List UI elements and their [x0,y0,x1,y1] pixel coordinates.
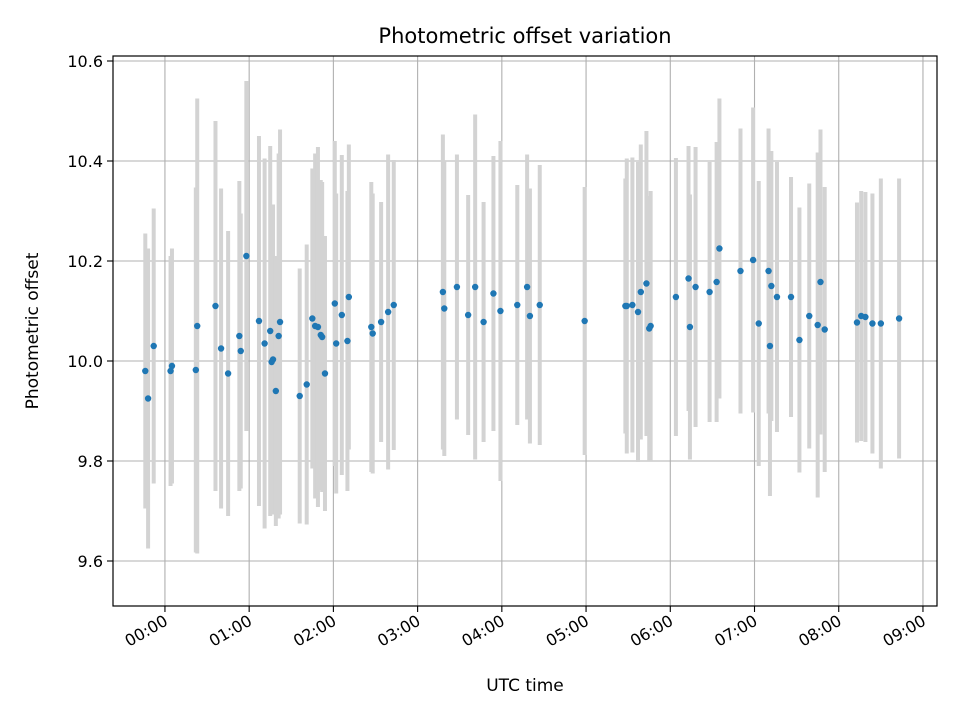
data-point [272,387,280,395]
data-point [464,311,472,319]
data-point [167,367,174,375]
data-point [261,340,268,347]
data-point [814,321,821,329]
data-point [269,356,277,363]
data-point [384,308,392,316]
data-point [480,318,487,326]
data-point [243,252,250,260]
data-point [369,330,376,337]
chart-title: Photometric offset variation [378,24,671,48]
data-point [765,267,772,275]
data-point [168,362,176,370]
data-point [377,318,385,326]
data-point [526,312,534,320]
data-point [581,317,588,325]
data-point [194,322,201,330]
data-point [345,293,353,301]
data-point [224,370,232,377]
data-point [817,278,824,286]
data-point [439,288,447,296]
data-point [806,312,813,320]
y-axis-title: Photometric offset [23,252,43,409]
data-point [713,278,720,286]
data-point [737,267,744,275]
data-point [332,340,340,347]
data-points [142,245,903,402]
y-tick-label: 10.2 [67,252,103,271]
data-point [338,311,346,319]
data-point [390,301,397,309]
data-point [749,256,757,264]
data-point [217,345,225,352]
data-point [536,301,543,309]
data-point [275,332,282,340]
data-point [685,275,692,282]
data-point [344,337,351,345]
data-point [773,293,781,301]
data-point [514,301,521,309]
data-point [692,283,699,291]
y-tick-label: 10.0 [67,352,103,371]
data-point [441,305,448,312]
data-point [296,392,303,400]
data-point [318,333,326,341]
data-point [796,336,803,344]
data-point [766,342,774,350]
data-point [276,318,284,326]
data-point [255,317,263,325]
data-point [497,307,504,315]
data-point [212,302,219,310]
data-point [321,370,329,377]
data-point [755,320,762,327]
data-point [368,323,375,331]
data-point [331,300,338,307]
data-point [672,293,680,301]
y-tick-label: 10.4 [67,152,103,171]
data-point [637,288,645,296]
data-point [706,288,713,296]
data-point [768,282,775,290]
data-point [267,327,274,335]
data-point [453,283,461,291]
data-point [236,332,243,340]
data-point [895,315,903,322]
data-point [862,313,869,321]
data-point [634,308,642,316]
data-point [629,301,636,309]
data-point [303,381,310,388]
data-point [471,283,479,291]
data-point [853,319,861,326]
data-point [490,290,497,297]
y-tick-label: 10.6 [67,52,103,71]
data-point [314,323,322,331]
data-point [192,366,200,374]
x-axis-title: UTC time [486,676,564,696]
data-point [144,395,152,402]
data-point [787,293,795,301]
data-point [869,320,876,327]
data-point [686,323,694,331]
data-point [647,322,654,330]
data-point [716,245,723,252]
data-point [150,342,157,350]
data-point [309,315,316,322]
data-point [821,326,828,333]
y-axis: 9.6 9.8 10.0 10.2 10.4 10.6 [67,52,113,571]
data-point [237,347,244,355]
y-tick-label: 9.6 [78,552,103,571]
data-point [142,367,149,375]
data-point [643,280,650,287]
data-point [623,302,630,310]
data-point [877,320,885,327]
data-point [523,283,531,291]
y-tick-label: 9.8 [78,452,103,471]
plot-frame [112,55,938,607]
